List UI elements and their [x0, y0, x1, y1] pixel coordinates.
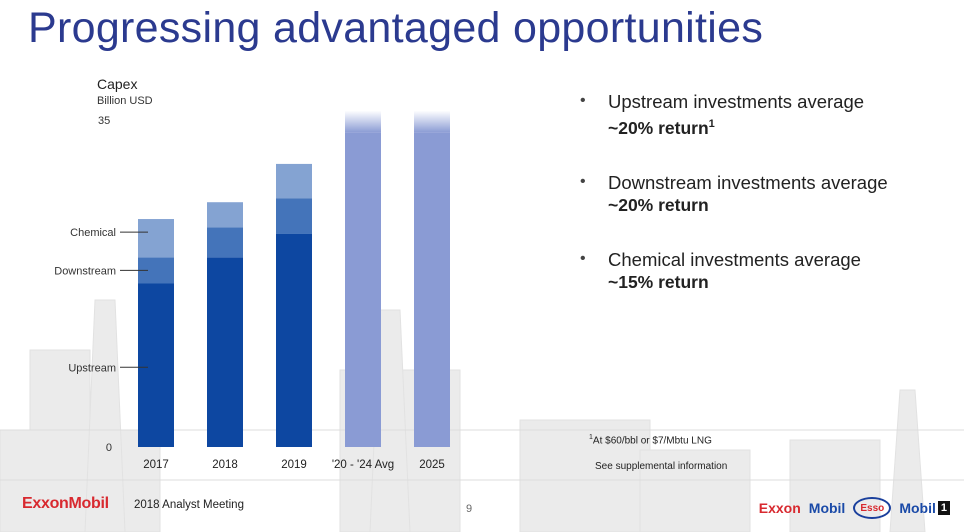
bullet-dot-icon: •: [580, 172, 586, 190]
x-tick-label: '20 - '24 Avg: [332, 459, 394, 471]
bullet-chemical: • Chemical investments average ~15% retu…: [578, 248, 948, 294]
y-tick-label: 35: [98, 115, 110, 127]
mobil-logo: Mobil: [808, 500, 846, 516]
brand-logos: Exxon Mobil Esso Mobil 1: [759, 496, 950, 520]
bullet-text: Upstream investments average: [608, 91, 865, 112]
bar-forecast-fade: [414, 110, 450, 133]
bullet-emphasis: ~20% return1: [608, 117, 715, 138]
exxon-logo: Exxon: [758, 500, 801, 516]
bar-chemical: [276, 163, 312, 199]
chart-plot: 0 35 2017 2018 2019 '20 - '24 Avg 2025 Chemical…: [54, 110, 450, 471]
segment-label-downstream: Downstream: [54, 265, 116, 277]
slide-title: Progressing advantaged opportunities: [28, 4, 764, 52]
x-tick-label: 2019: [281, 459, 307, 471]
bar-upstream: [207, 257, 243, 447]
bullet-downstream: • Downstream investments average ~20% re…: [578, 171, 948, 217]
mobil1-logo: Mobil 1: [899, 500, 950, 516]
y-tick-label: 0: [106, 442, 112, 454]
bullet-list: • Upstream investments average ~20% retu…: [578, 90, 948, 325]
bullet-emphasis: ~15% return: [608, 271, 709, 292]
bullet-dot-icon: •: [580, 249, 586, 267]
bar-chemical: [138, 219, 174, 258]
supplemental-note: See supplemental information: [595, 461, 728, 472]
bar-upstream: [276, 233, 312, 447]
segment-label-upstream: Upstream: [68, 362, 116, 374]
bar-forecast: [414, 132, 450, 447]
bullet-dot-icon: •: [580, 92, 586, 109]
y-axis-unit: Billion USD: [97, 95, 153, 107]
y-axis-title: Capex: [97, 76, 138, 92]
bar-upstream: [138, 283, 174, 447]
bar-downstream: [207, 227, 243, 258]
capex-chart: Capex Billion USD 0 35 2017 2018 2019 '20 - '…: [54, 76, 450, 471]
x-tick-label: 2018: [212, 459, 238, 471]
bullet-upstream: • Upstream investments average ~20% retu…: [578, 90, 948, 140]
bullet-text: Downstream investments average: [608, 171, 888, 193]
x-tick-label: 2017: [143, 459, 169, 471]
footnote: 1At $60/bbl or $7/Mbtu LNG: [589, 434, 712, 447]
bullet-emphasis: ~20% return: [608, 194, 709, 215]
segment-label-chemical: Chemical: [70, 227, 116, 239]
bar-forecast-fade: [345, 110, 381, 133]
exxonmobil-logo: ExxonMobil: [22, 495, 109, 512]
page-number: 9: [466, 503, 473, 515]
bullet-text: Chemical investments average: [608, 248, 861, 270]
esso-logo: Esso: [853, 497, 892, 519]
bar-chemical: [207, 202, 243, 228]
footer-event-label: 2018 Analyst Meeting: [134, 499, 244, 511]
x-tick-label: 2025: [419, 459, 445, 471]
bar-downstream: [276, 198, 312, 234]
bar-forecast: [345, 132, 381, 447]
